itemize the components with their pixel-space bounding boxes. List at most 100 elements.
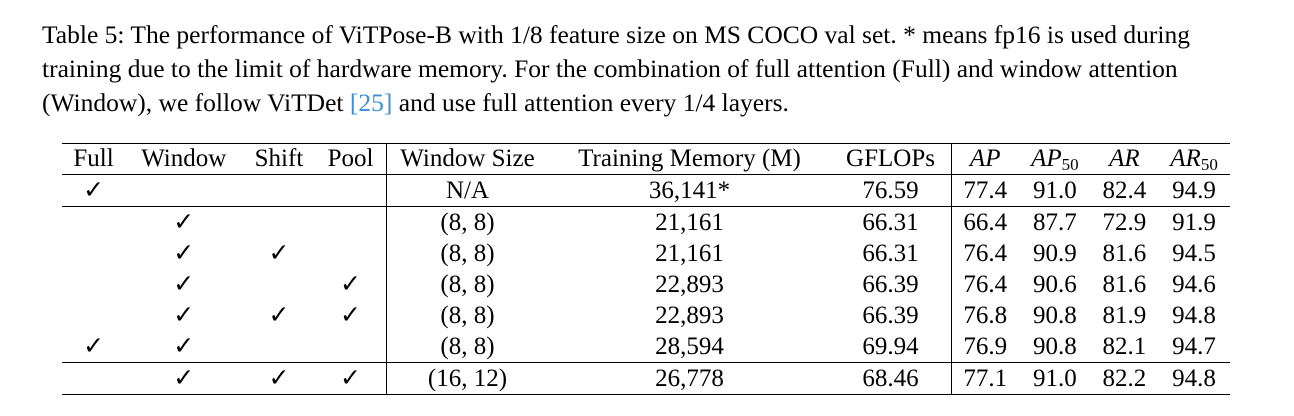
cell-window-size: (8, 8) [440, 271, 495, 298]
table-row: ✓ ✓ (8, 8) 28,594 69.94 76.9 90.8 82.1 9… [62, 331, 1230, 363]
cell-ar: 72.9 [1102, 209, 1147, 236]
cell-window-size: (8, 8) [440, 333, 495, 360]
cell-ar50: 94.8 [1172, 302, 1216, 329]
cell-gflops: 76.59 [830, 174, 952, 207]
citation-link[interactable]: [25] [349, 88, 393, 117]
cell-ar50: 94.9 [1172, 177, 1216, 204]
caption-prefix: Table 5: The performance of ViTPose-B wi… [42, 20, 1190, 117]
table-header-row: Full Window Shift Pool Window Size Train… [62, 143, 1230, 175]
cell-pool [315, 331, 387, 363]
cell-ar50: 94.5 [1172, 240, 1216, 267]
cell-ap50: 90.9 [1032, 240, 1077, 267]
cell-shift: ✓ [268, 240, 290, 267]
cell-full [62, 207, 125, 239]
cell-ap50: 90.6 [1032, 271, 1077, 298]
cell-ar: 82.4 [1102, 177, 1147, 204]
cell-gflops: 66.31 [830, 206, 952, 238]
table-row: ✓ ✓ ✓ (8, 8) 22,893 66.39 76.8 90.8 81.9… [62, 300, 1230, 331]
cell-shift [242, 331, 315, 363]
cell-shift: ✓ [268, 365, 290, 392]
cell-ap50: 91.0 [1032, 365, 1077, 392]
cell-window-size: (8, 8) [440, 302, 495, 329]
cell-ap50: 90.8 [1032, 333, 1077, 360]
cell-ar50: 94.8 [1172, 365, 1216, 392]
cell-gflops: 66.39 [830, 300, 952, 331]
cell-gflops: 66.39 [830, 269, 952, 300]
cell-window-size: N/A [445, 177, 490, 204]
cell-ap: 76.4 [963, 240, 1008, 267]
table-row: ✓ ✓ ✓ (16, 12) 26,778 68.46 77.1 91.0 82… [62, 362, 1230, 395]
cell-pool [315, 238, 387, 269]
cell-window: ✓ [173, 271, 195, 298]
header-window: Window [141, 145, 227, 172]
cell-gflops: 69.94 [830, 331, 952, 363]
cell-window: ✓ [173, 302, 195, 329]
header-shift: Shift [254, 145, 304, 172]
cell-window: ✓ [173, 365, 195, 392]
caption-suffix: and use full attention every 1/4 layers. [392, 88, 789, 117]
cell-ap: 76.9 [963, 333, 1008, 360]
cell-ar50: 94.6 [1172, 271, 1216, 298]
cell-window [125, 175, 242, 207]
cell-window-size: (8, 8) [440, 240, 495, 267]
cell-pool [315, 206, 387, 238]
cell-ap: 77.1 [963, 365, 1008, 392]
header-ap50: AP50 [1031, 145, 1079, 174]
cell-ar: 82.2 [1102, 365, 1147, 392]
cell-ap: 76.4 [963, 271, 1008, 298]
cell-ar: 81.6 [1102, 271, 1147, 298]
cell-shift [242, 175, 315, 207]
cell-window-size: (8, 8) [440, 209, 495, 236]
cell-gflops: 68.46 [830, 362, 952, 395]
cell-window: ✓ [173, 333, 195, 360]
header-full: Full [73, 145, 114, 172]
cell-pool: ✓ [315, 300, 387, 331]
cell-training-memory: 22,893 [655, 271, 724, 298]
cell-ar: 82.1 [1102, 333, 1147, 360]
cell-shift: ✓ [268, 302, 290, 329]
cell-pool: ✓ [315, 362, 387, 395]
header-ap: AP [969, 145, 1001, 172]
cell-pool: ✓ [315, 269, 387, 300]
table-row: ✓ ✓ (8, 8) 22,893 66.39 76.4 90.6 81.6 9… [62, 269, 1230, 300]
cell-ar50: 94.7 [1172, 333, 1216, 360]
cell-ap50: 90.8 [1032, 302, 1077, 329]
cell-ar: 81.6 [1102, 240, 1147, 267]
header-pool: Pool [315, 143, 387, 175]
cell-ap: 66.4 [963, 209, 1008, 236]
table-row: ✓ N/A 36,141* 76.59 77.4 91.0 82.4 94.9 [62, 174, 1230, 207]
header-window-size: Window Size [400, 145, 535, 172]
cell-shift [242, 207, 315, 239]
header-ar: AR [1109, 145, 1140, 172]
cell-gflops: 66.31 [830, 238, 952, 269]
cell-full [62, 363, 125, 395]
cell-training-memory: 36,141* [648, 177, 731, 204]
cell-ap50: 87.7 [1032, 209, 1077, 236]
cell-full: ✓ [83, 177, 105, 204]
table-row: ✓ (8, 8) 21,161 66.31 66.4 87.7 72.9 91.… [62, 206, 1230, 239]
cell-window: ✓ [173, 240, 195, 267]
cell-window-size: (16, 12) [427, 365, 508, 392]
cell-ap: 76.8 [963, 302, 1008, 329]
cell-ar50: 91.9 [1172, 209, 1216, 236]
cell-pool [315, 174, 387, 207]
table-caption: Table 5: The performance of ViTPose-B wi… [42, 18, 1262, 120]
cell-training-memory: 21,161 [655, 240, 724, 267]
header-ar50: AR50 [1170, 145, 1218, 174]
results-table: Full Window Shift Pool Window Size Train… [62, 143, 1230, 395]
cell-training-memory: 21,161 [655, 209, 724, 236]
cell-full [62, 238, 125, 269]
cell-ap50: 91.0 [1032, 177, 1077, 204]
cell-full: ✓ [83, 333, 105, 360]
cell-full [62, 300, 125, 331]
cell-full [62, 269, 125, 300]
cell-window: ✓ [173, 209, 195, 236]
header-gflops: GFLOPs [830, 143, 952, 175]
cell-training-memory: 26,778 [655, 365, 724, 392]
cell-shift [242, 269, 315, 300]
cell-training-memory: 22,893 [655, 302, 724, 329]
cell-ap: 77.4 [963, 177, 1008, 204]
cell-ar: 81.9 [1102, 302, 1147, 329]
header-training-memory: Training Memory (M) [578, 145, 801, 172]
cell-training-memory: 28,594 [655, 333, 724, 360]
